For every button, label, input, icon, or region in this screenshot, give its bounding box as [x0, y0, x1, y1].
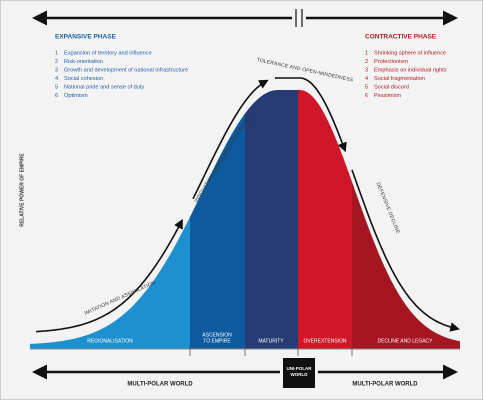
- item-text: Protectionism: [374, 59, 408, 65]
- phase-title: CONTRACTIVE PHASE: [365, 34, 437, 41]
- item-number: 2: [365, 59, 368, 65]
- curve-label: DEFENSIVE DECLINE: [375, 182, 401, 235]
- item-number: 3: [55, 67, 58, 73]
- stage-label: REGIONALISATION: [87, 338, 133, 344]
- item-number: 4: [365, 76, 368, 82]
- bottom-left-label: MULTI-POLAR WORLD: [127, 382, 193, 388]
- item-text: Pessimism: [374, 93, 401, 99]
- phase-title: EXPANSIVE PHASE: [55, 34, 117, 41]
- item-text: Optimism: [64, 93, 88, 99]
- item-number: 3: [365, 67, 368, 73]
- stage-area: [245, 90, 298, 349]
- item-text: Expansion of territory and influence: [64, 50, 152, 56]
- item-number: 1: [365, 50, 368, 56]
- axis-label: RELATIVE POWER OF EMPIRE: [19, 153, 25, 227]
- item-number: 5: [55, 84, 58, 90]
- bottom-right-label: MULTI-POLAR WORLD: [352, 382, 418, 388]
- curve-arrow: [35, 218, 183, 333]
- item-text: National pride and sense of duty: [64, 84, 144, 90]
- item-text: Shrinking sphere of influence: [374, 50, 446, 56]
- curve-arrows: [35, 77, 460, 333]
- uni-polar-label: WORLD: [291, 372, 309, 377]
- stage-ticks: [189, 346, 353, 356]
- item-number: 2: [55, 59, 58, 65]
- stage-area: [30, 90, 190, 349]
- item-number: 5: [365, 84, 368, 90]
- item-number: 1: [55, 50, 58, 56]
- uni-polar-box: [283, 358, 315, 388]
- item-text: Social cohesion: [64, 76, 103, 82]
- stage-label: OVEREXTENSION: [303, 338, 346, 344]
- item-number: 4: [55, 76, 58, 82]
- item-text: Risk-orientation: [64, 59, 103, 65]
- stage-label: DECLINE AND LEGACY: [377, 338, 433, 344]
- curve-arrow: [192, 79, 269, 200]
- stage-label: ASCENSION: [202, 332, 232, 338]
- curve-arrow: [274, 77, 347, 153]
- item-text: Growth and development of national infra…: [64, 67, 188, 73]
- item-number: 6: [55, 93, 58, 99]
- stage-area: [352, 90, 460, 349]
- stage-label: MATURITY: [258, 338, 284, 344]
- item-text: Social fragmentation: [374, 76, 425, 82]
- stage-area: [190, 90, 245, 349]
- item-number: 6: [365, 93, 368, 99]
- stage-label: TO EMPIRE: [203, 338, 231, 344]
- uni-polar-label: UNI-POLAR: [287, 366, 313, 371]
- item-text: Emphasis on individual rights: [374, 67, 447, 73]
- curve-arrow: [351, 169, 460, 332]
- item-text: Social discord: [374, 84, 409, 90]
